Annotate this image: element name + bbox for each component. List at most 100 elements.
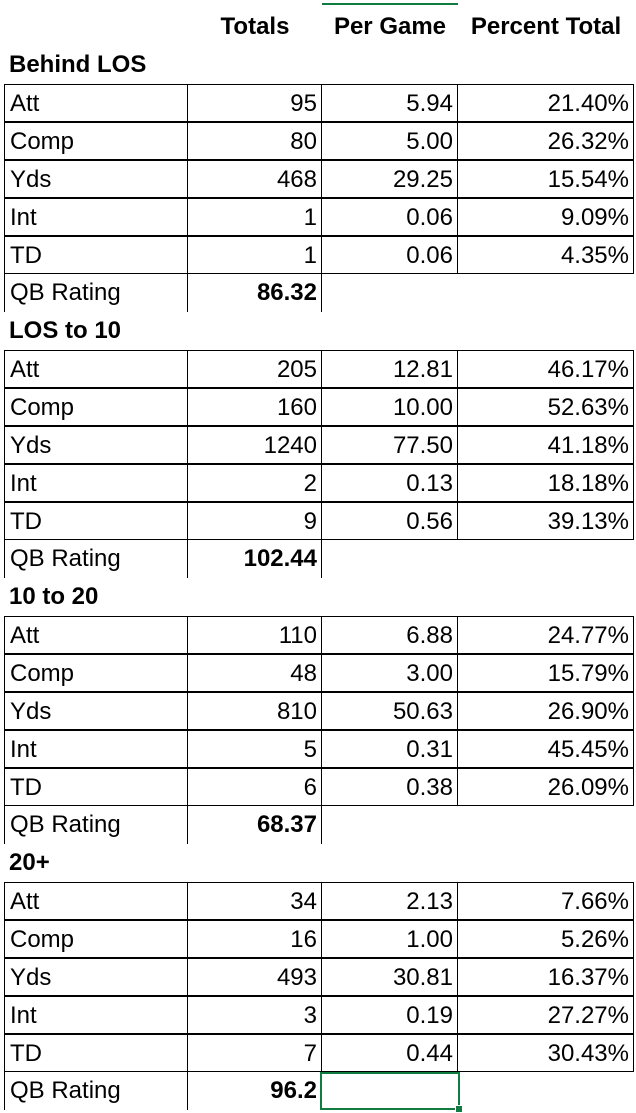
totals-cell[interactable]: 48 bbox=[188, 654, 322, 692]
percent-total-cell[interactable]: 26.90% bbox=[458, 692, 634, 730]
percent-total-cell[interactable]: 26.09% bbox=[458, 768, 634, 806]
active-cell-selection[interactable] bbox=[320, 1072, 460, 1110]
per-game-cell[interactable]: 2.13 bbox=[322, 882, 458, 920]
stat-label-cell[interactable]: Int bbox=[4, 996, 188, 1034]
percent-total-cell[interactable]: 21.40% bbox=[458, 84, 634, 122]
qb-rating-label[interactable]: QB Rating bbox=[4, 540, 188, 578]
per-game-cell[interactable]: 0.31 bbox=[322, 730, 458, 768]
totals-cell[interactable]: 95 bbox=[188, 84, 322, 122]
per-game-cell[interactable]: 0.06 bbox=[322, 198, 458, 236]
totals-cell[interactable]: 2 bbox=[188, 464, 322, 502]
stat-label-cell[interactable]: Yds bbox=[4, 160, 188, 198]
section-title[interactable]: LOS to 10 bbox=[9, 317, 122, 344]
per-game-cell[interactable]: 0.56 bbox=[322, 502, 458, 540]
qb-rating-label[interactable]: QB Rating bbox=[4, 1072, 188, 1110]
totals-cell[interactable]: 810 bbox=[188, 692, 322, 730]
per-game-cell[interactable]: 29.25 bbox=[322, 160, 458, 198]
qb-rating-value[interactable]: 86.32 bbox=[188, 274, 322, 312]
per-game-cell[interactable]: 12.81 bbox=[322, 350, 458, 388]
percent-total-cell[interactable]: 45.45% bbox=[458, 730, 634, 768]
header-percent-total[interactable]: Percent Total bbox=[470, 13, 622, 40]
totals-cell[interactable]: 110 bbox=[188, 616, 322, 654]
stat-label-cell[interactable]: Att bbox=[4, 84, 188, 122]
percent-total-cell[interactable]: 15.79% bbox=[458, 654, 634, 692]
stat-label-cell[interactable]: Comp bbox=[4, 654, 188, 692]
empty-cell[interactable] bbox=[322, 806, 458, 844]
totals-cell[interactable]: 9 bbox=[188, 502, 322, 540]
stat-label-cell[interactable]: Att bbox=[4, 350, 188, 388]
stat-label-cell[interactable]: TD bbox=[4, 502, 188, 540]
totals-cell[interactable]: 1 bbox=[188, 198, 322, 236]
stat-label-cell[interactable]: Att bbox=[4, 882, 188, 920]
stat-label-cell[interactable]: TD bbox=[4, 768, 188, 806]
header-per-game[interactable]: Per Game bbox=[333, 13, 447, 40]
percent-total-cell[interactable]: 7.66% bbox=[458, 882, 634, 920]
percent-total-cell[interactable]: 24.77% bbox=[458, 616, 634, 654]
totals-cell[interactable]: 468 bbox=[188, 160, 322, 198]
empty-cell[interactable] bbox=[322, 274, 458, 312]
totals-cell[interactable]: 6 bbox=[188, 768, 322, 806]
percent-total-cell[interactable]: 4.35% bbox=[458, 236, 634, 274]
percent-total-cell[interactable]: 52.63% bbox=[458, 388, 634, 426]
totals-cell[interactable]: 3 bbox=[188, 996, 322, 1034]
stat-label-cell[interactable]: Yds bbox=[4, 692, 188, 730]
per-game-cell[interactable]: 0.19 bbox=[322, 996, 458, 1034]
totals-cell[interactable]: 7 bbox=[188, 1034, 322, 1072]
stat-label-cell[interactable]: TD bbox=[4, 1034, 188, 1072]
totals-cell[interactable]: 1 bbox=[188, 236, 322, 274]
totals-cell[interactable]: 80 bbox=[188, 122, 322, 160]
percent-total-cell[interactable]: 9.09% bbox=[458, 198, 634, 236]
percent-total-cell[interactable]: 30.43% bbox=[458, 1034, 634, 1072]
per-game-cell[interactable]: 0.13 bbox=[322, 464, 458, 502]
fill-handle[interactable] bbox=[455, 1105, 463, 1113]
percent-total-cell[interactable]: 41.18% bbox=[458, 426, 634, 464]
stat-label-cell[interactable]: Int bbox=[4, 198, 188, 236]
section-title[interactable]: Behind LOS bbox=[9, 51, 147, 78]
totals-cell[interactable]: 1240 bbox=[188, 426, 322, 464]
percent-total-cell[interactable]: 27.27% bbox=[458, 996, 634, 1034]
per-game-cell[interactable]: 5.00 bbox=[322, 122, 458, 160]
stat-label-cell[interactable]: Comp bbox=[4, 920, 188, 958]
per-game-cell[interactable]: 6.88 bbox=[322, 616, 458, 654]
per-game-cell[interactable]: 0.38 bbox=[322, 768, 458, 806]
per-game-cell[interactable]: 5.94 bbox=[322, 84, 458, 122]
stat-label-cell[interactable]: Att bbox=[4, 616, 188, 654]
per-game-cell[interactable]: 50.63 bbox=[322, 692, 458, 730]
qb-rating-value[interactable]: 102.44 bbox=[188, 540, 322, 578]
qb-rating-value[interactable]: 68.37 bbox=[188, 806, 322, 844]
totals-cell[interactable]: 34 bbox=[188, 882, 322, 920]
stat-label-cell[interactable]: Yds bbox=[4, 958, 188, 996]
totals-cell[interactable]: 5 bbox=[188, 730, 322, 768]
empty-cell[interactable] bbox=[322, 540, 458, 578]
per-game-cell[interactable]: 77.50 bbox=[322, 426, 458, 464]
qb-rating-label[interactable]: QB Rating bbox=[4, 806, 188, 844]
qb-rating-label[interactable]: QB Rating bbox=[4, 274, 188, 312]
header-totals[interactable]: Totals bbox=[220, 13, 290, 40]
stat-label-cell[interactable]: Yds bbox=[4, 426, 188, 464]
stat-label-cell[interactable]: Comp bbox=[4, 388, 188, 426]
stat-label-cell[interactable]: TD bbox=[4, 236, 188, 274]
section-title[interactable]: 10 to 20 bbox=[9, 583, 99, 610]
percent-total-cell[interactable]: 15.54% bbox=[458, 160, 634, 198]
per-game-cell[interactable]: 10.00 bbox=[322, 388, 458, 426]
stat-label-cell[interactable]: Comp bbox=[4, 122, 188, 160]
stat-label-cell[interactable]: Int bbox=[4, 464, 188, 502]
percent-total-cell[interactable]: 16.37% bbox=[458, 958, 634, 996]
percent-total-cell[interactable]: 5.26% bbox=[458, 920, 634, 958]
per-game-cell[interactable]: 30.81 bbox=[322, 958, 458, 996]
percent-total-cell[interactable]: 18.18% bbox=[458, 464, 634, 502]
totals-cell[interactable]: 160 bbox=[188, 388, 322, 426]
percent-total-cell[interactable]: 26.32% bbox=[458, 122, 634, 160]
totals-cell[interactable]: 16 bbox=[188, 920, 322, 958]
percent-total-cell[interactable]: 39.13% bbox=[458, 502, 634, 540]
stat-label-cell[interactable]: Int bbox=[4, 730, 188, 768]
per-game-cell[interactable]: 3.00 bbox=[322, 654, 458, 692]
totals-cell[interactable]: 205 bbox=[188, 350, 322, 388]
header-blank-cell[interactable] bbox=[4, 8, 188, 46]
section-title[interactable]: 20+ bbox=[9, 849, 50, 876]
totals-cell[interactable]: 493 bbox=[188, 958, 322, 996]
per-game-cell[interactable]: 1.00 bbox=[322, 920, 458, 958]
per-game-cell[interactable]: 0.44 bbox=[322, 1034, 458, 1072]
percent-total-cell[interactable]: 46.17% bbox=[458, 350, 634, 388]
per-game-cell[interactable]: 0.06 bbox=[322, 236, 458, 274]
